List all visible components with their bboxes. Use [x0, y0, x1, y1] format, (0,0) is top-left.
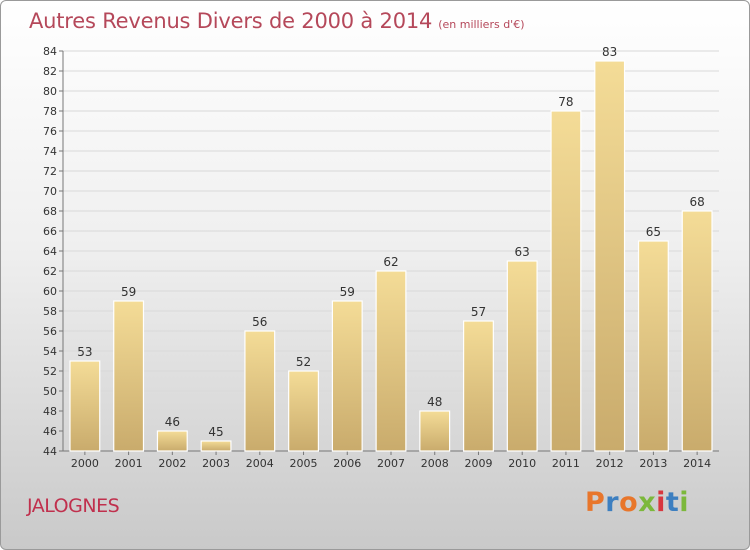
labels: 44 46 48 50 52 54 56 58 60 62 64 66 68 70 72 74 76 78 80 82…: [43, 45, 711, 470]
x-tick-label: 2003: [202, 457, 230, 470]
y-tick-label: 44: [43, 445, 57, 458]
bar: [69, 360, 101, 452]
y-tick-label: 46: [43, 425, 57, 438]
data-label: 53: [77, 345, 92, 359]
y-tick-label: 66: [43, 225, 57, 238]
x-tick-label: 2002: [158, 457, 186, 470]
y-tick-label: 78: [43, 105, 57, 118]
chart-title-text: Autres Revenus Divers de 2000 à 2014: [29, 9, 433, 33]
y-tick-label: 62: [43, 265, 57, 278]
bar: [331, 300, 363, 452]
data-label: 59: [340, 285, 355, 299]
data-label: 52: [296, 355, 311, 369]
x-tick-label: 2005: [290, 457, 318, 470]
x-tick-label: 2000: [71, 457, 99, 470]
chart-unit: (en milliers d'€): [438, 18, 525, 31]
x-tick-label: 2011: [552, 457, 580, 470]
y-tick-label: 64: [43, 245, 57, 258]
y-tick-label: 74: [43, 145, 57, 158]
data-label: 48: [427, 395, 442, 409]
x-tick-label: 2006: [333, 457, 361, 470]
y-tick-label: 84: [43, 45, 57, 58]
bar: [550, 110, 582, 452]
brand-letter: i: [679, 487, 690, 518]
bar: [419, 410, 451, 452]
bar: [288, 370, 320, 452]
y-tick-label: 50: [43, 385, 57, 398]
x-tick-label: 2013: [639, 457, 667, 470]
y-tick-label: 76: [43, 125, 57, 138]
y-tick-label: 48: [43, 405, 57, 418]
data-label: 46: [165, 415, 180, 429]
data-label: 59: [121, 285, 136, 299]
place-name: JALOGNES: [27, 495, 120, 517]
x-tick-label: 2009: [464, 457, 492, 470]
data-label: 63: [515, 245, 530, 259]
x-tick-label: 2014: [683, 457, 711, 470]
x-tick-label: 2004: [246, 457, 274, 470]
brand-letter: r: [605, 487, 620, 518]
y-tick-label: 72: [43, 165, 57, 178]
bar: [156, 430, 188, 452]
x-tick-label: 2008: [421, 457, 449, 470]
brand-letter: P: [585, 487, 606, 518]
y-tick-label: 68: [43, 205, 57, 218]
y-tick-label: 60: [43, 285, 57, 298]
data-label: 68: [689, 195, 704, 209]
brand-logo: Proxiti: [585, 487, 689, 518]
data-label: 56: [252, 315, 267, 329]
y-tick-label: 70: [43, 185, 57, 198]
bar: [506, 260, 538, 452]
bar: [375, 270, 407, 452]
y-tick-label: 56: [43, 325, 57, 338]
x-tick-label: 2010: [508, 457, 536, 470]
data-label: 57: [471, 305, 486, 319]
brand-letter: o: [619, 487, 639, 518]
bar: [594, 60, 626, 452]
x-tick-label: 2012: [596, 457, 624, 470]
brand-letter: t: [665, 487, 680, 518]
chart-title: Autres Revenus Divers de 2000 à 2014 (en …: [29, 9, 524, 33]
bar: [681, 210, 713, 452]
data-label: 45: [208, 425, 223, 439]
y-tick-label: 82: [43, 65, 57, 78]
bar: [200, 440, 232, 452]
x-tick-label: 2001: [115, 457, 143, 470]
brand-letter: x: [638, 487, 657, 518]
bar: [637, 240, 669, 452]
data-label: 83: [602, 45, 617, 59]
data-label: 65: [646, 225, 661, 239]
x-tick-label: 2007: [377, 457, 405, 470]
y-tick-label: 54: [43, 345, 57, 358]
bar: [113, 300, 145, 452]
brand-letter: i: [656, 487, 666, 518]
bars: [69, 60, 713, 452]
bar: [244, 330, 276, 452]
data-label: 78: [558, 95, 573, 109]
y-tick-label: 52: [43, 365, 57, 378]
y-tick-label: 80: [43, 85, 57, 98]
data-label: 62: [383, 255, 398, 269]
bar: [462, 320, 494, 452]
y-tick-label: 58: [43, 305, 57, 318]
